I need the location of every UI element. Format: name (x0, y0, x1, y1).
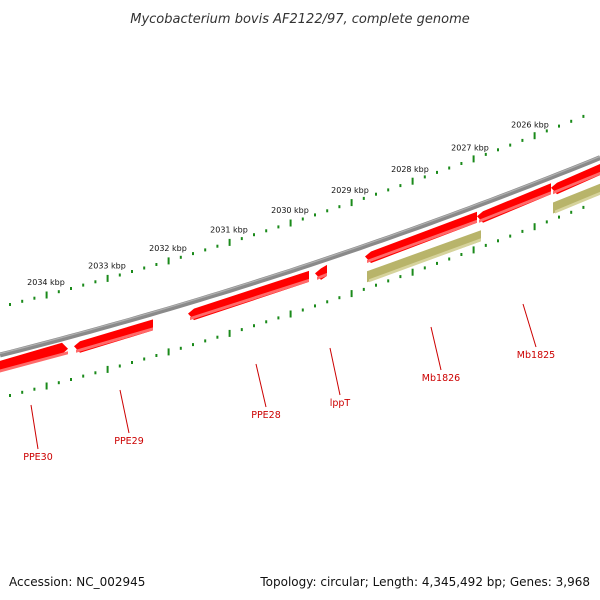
scale-tick-label: 2033 kbp (88, 262, 126, 271)
gene-feature-unlabeled (365, 211, 477, 263)
gene-leader-line (329, 347, 341, 396)
scale-tick-label: 2027 kbp (451, 143, 489, 152)
gene-feature-lppt (315, 264, 327, 280)
accession-text: Accession: NC_002945 (9, 575, 145, 589)
scale-tick-labels: 2034 kbp 2033 kbp 2032 kbp 2031 kbp 2030 kbp… (27, 121, 549, 288)
gene-feature-ppe28 (188, 270, 309, 321)
gene-label-lppt: lppT (330, 398, 351, 409)
outer-scale-ticks (9, 114, 585, 306)
gene-feature-ppe30 (0, 342, 68, 373)
backbone-line (0, 155, 600, 358)
scale-tick-label: 2031 kbp (210, 226, 248, 235)
scale-tick-label: 2030 kbp (271, 206, 309, 215)
gene-label-mb1826: Mb1826 (422, 373, 460, 384)
backbone-highlight (0, 155, 600, 355)
genome-summary-text: Topology: circular; Length: 4,345,492 bp… (259, 575, 590, 589)
gene-feature-unlabeled (477, 183, 551, 223)
scale-tick-label: 2032 kbp (149, 244, 187, 253)
gene-leader-line (522, 303, 537, 348)
gene-feature-unlabeled (553, 183, 600, 214)
gene-label-ppe28: PPE28 (251, 410, 281, 421)
gene-label-mb1825: Mb1825 (517, 350, 555, 361)
gene-leader-line (430, 326, 442, 371)
gene-features (0, 164, 600, 373)
map-title: Mycobacterium bovis AF2122/97, complete … (130, 12, 469, 27)
gene-leader-line (255, 363, 267, 408)
gene-label-ppe29: PPE29 (114, 436, 144, 447)
gene-label-ppe30: PPE30 (23, 452, 53, 463)
gene-feature-ppe29 (74, 319, 153, 353)
inner-scale-ticks (9, 205, 585, 397)
scale-tick-label: 2029 kbp (331, 186, 369, 195)
scale-tick-label: 2028 kbp (391, 165, 429, 174)
gene-labels: PPE30 PPE29 PPE28 lppT Mb1826 Mb1825 (23, 303, 555, 463)
gene-leader-line (30, 404, 39, 450)
scale-tick-label: 2034 kbp (27, 278, 65, 287)
genome-backbone (0, 155, 600, 358)
gene-leader-line (119, 389, 130, 434)
gene-feature-mb1826 (367, 230, 481, 283)
scale-tick-label: 2026 kbp (511, 121, 549, 130)
gene-feature-unlabeled (551, 164, 600, 195)
